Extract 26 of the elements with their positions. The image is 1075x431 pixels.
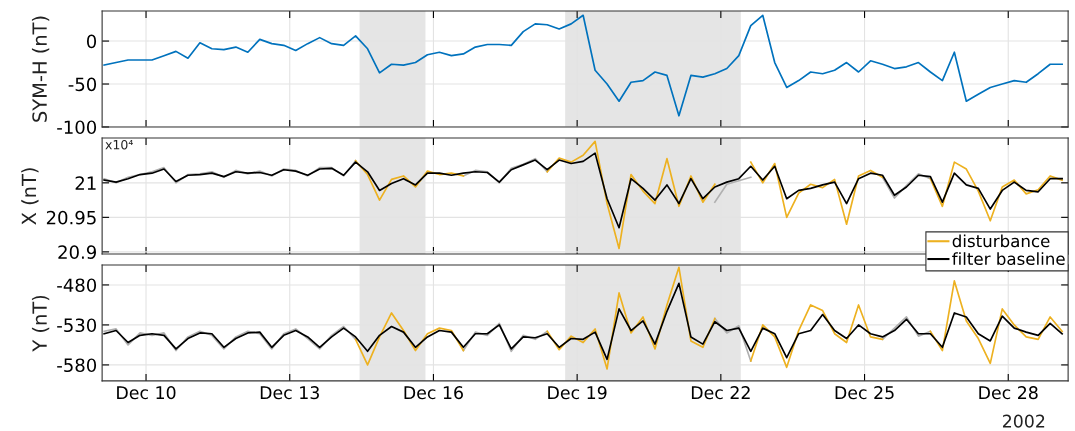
x-tick-label: Dec 16 <box>404 386 463 400</box>
line-series <box>103 152 1063 229</box>
y-axis-title: Y (nT) <box>31 295 50 352</box>
y-tick-label: -580 <box>57 358 97 373</box>
line-series <box>103 282 1063 361</box>
legend-label: disturbance <box>952 234 1050 248</box>
y-tick-label: 20.9 <box>58 245 96 259</box>
y-tick-label: -480 <box>57 278 97 293</box>
text: 2002 <box>1002 414 1045 428</box>
x-tick-label: Dec 13 <box>260 386 319 400</box>
y-tick-label: 20.95 <box>46 210 96 225</box>
y-tick-label: -530 <box>57 318 97 333</box>
legend-label: filter baseline <box>952 252 1065 266</box>
y-tick-label: 21 <box>75 176 96 190</box>
y-tick-label: 0 <box>86 34 97 49</box>
x-tick-label: Dec 25 <box>835 386 894 400</box>
annotation: x10⁴ <box>105 139 133 150</box>
x-tick-label: Dec 28 <box>979 386 1038 400</box>
x-tick-label: Dec 10 <box>117 386 176 400</box>
y-tick-label: -50 <box>68 77 97 92</box>
y-axis-title: SYM-H (nT) <box>31 16 50 122</box>
line-series <box>103 14 1063 117</box>
y-tick-label: -100 <box>57 120 97 135</box>
x-tick-label: Dec 19 <box>548 386 607 400</box>
y-axis-title: X (nT) <box>21 168 39 225</box>
x-tick-label: Dec 22 <box>691 386 750 400</box>
